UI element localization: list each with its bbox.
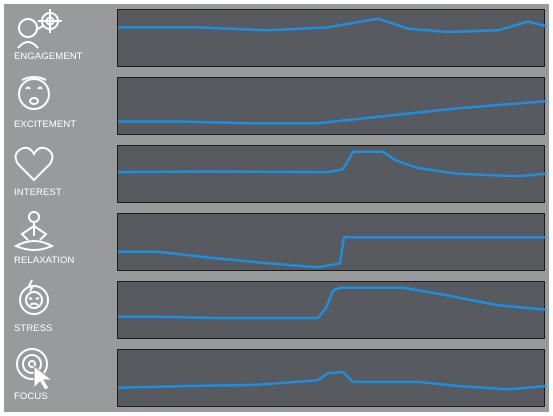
metric-icon-cell: EXCITEMENT [4,72,116,132]
metric-label-interest: INTEREST [14,187,62,198]
metric-label-focus: FOCUS [14,391,48,402]
metric-series-line [118,286,546,320]
metric-icon-cell: FOCUS [4,344,116,404]
metric-chart-excitement [117,77,546,135]
metric-series-line [118,17,546,34]
metric-series-line [118,370,546,391]
metric-icon-cell: STRESS [4,276,116,336]
engagement-icon [17,9,62,49]
metric-chart-stress-svg [118,286,546,320]
metric-row-relaxation: RELAXATION [4,208,549,271]
metric-icon-cell: ENGAGEMENT [4,4,116,64]
metric-row-focus: FOCUS [4,344,549,407]
metric-chart-stress [117,281,546,339]
metric-row-excitement: EXCITEMENT [4,72,549,135]
interest-icon [14,146,54,182]
metric-series-line [118,235,546,269]
focus-icon [16,348,54,390]
metric-chart-engagement-svg [118,17,546,34]
metric-chart-focus [117,349,546,407]
metric-icon-cell: INTEREST [4,140,116,200]
metric-chart-excitement-svg [118,99,546,125]
emotion-metrics-panel: ENGAGEMENT EXCITEMENT [4,4,549,412]
metric-label-stress: STRESS [14,323,53,334]
metric-chart-focus-svg [118,370,546,391]
relaxation-icon [13,211,55,251]
metric-chart-relaxation [117,213,546,271]
metric-series-line [118,150,546,178]
metric-chart-interest-svg [118,150,546,178]
metric-label-relaxation: RELAXATION [14,255,75,266]
metric-chart-interest [117,145,546,203]
metric-label-engagement: ENGAGEMENT [14,51,83,62]
excitement-icon [18,76,50,110]
stress-icon [19,279,49,315]
metric-row-engagement: ENGAGEMENT [4,4,549,67]
metric-series-line [118,99,546,125]
metric-chart-engagement [117,9,546,67]
metric-icon-cell: RELAXATION [4,208,116,268]
metric-row-interest: INTEREST [4,140,549,203]
metric-label-excitement: EXCITEMENT [14,119,77,130]
metric-row-stress: STRESS [4,276,549,339]
metric-chart-relaxation-svg [118,235,546,269]
